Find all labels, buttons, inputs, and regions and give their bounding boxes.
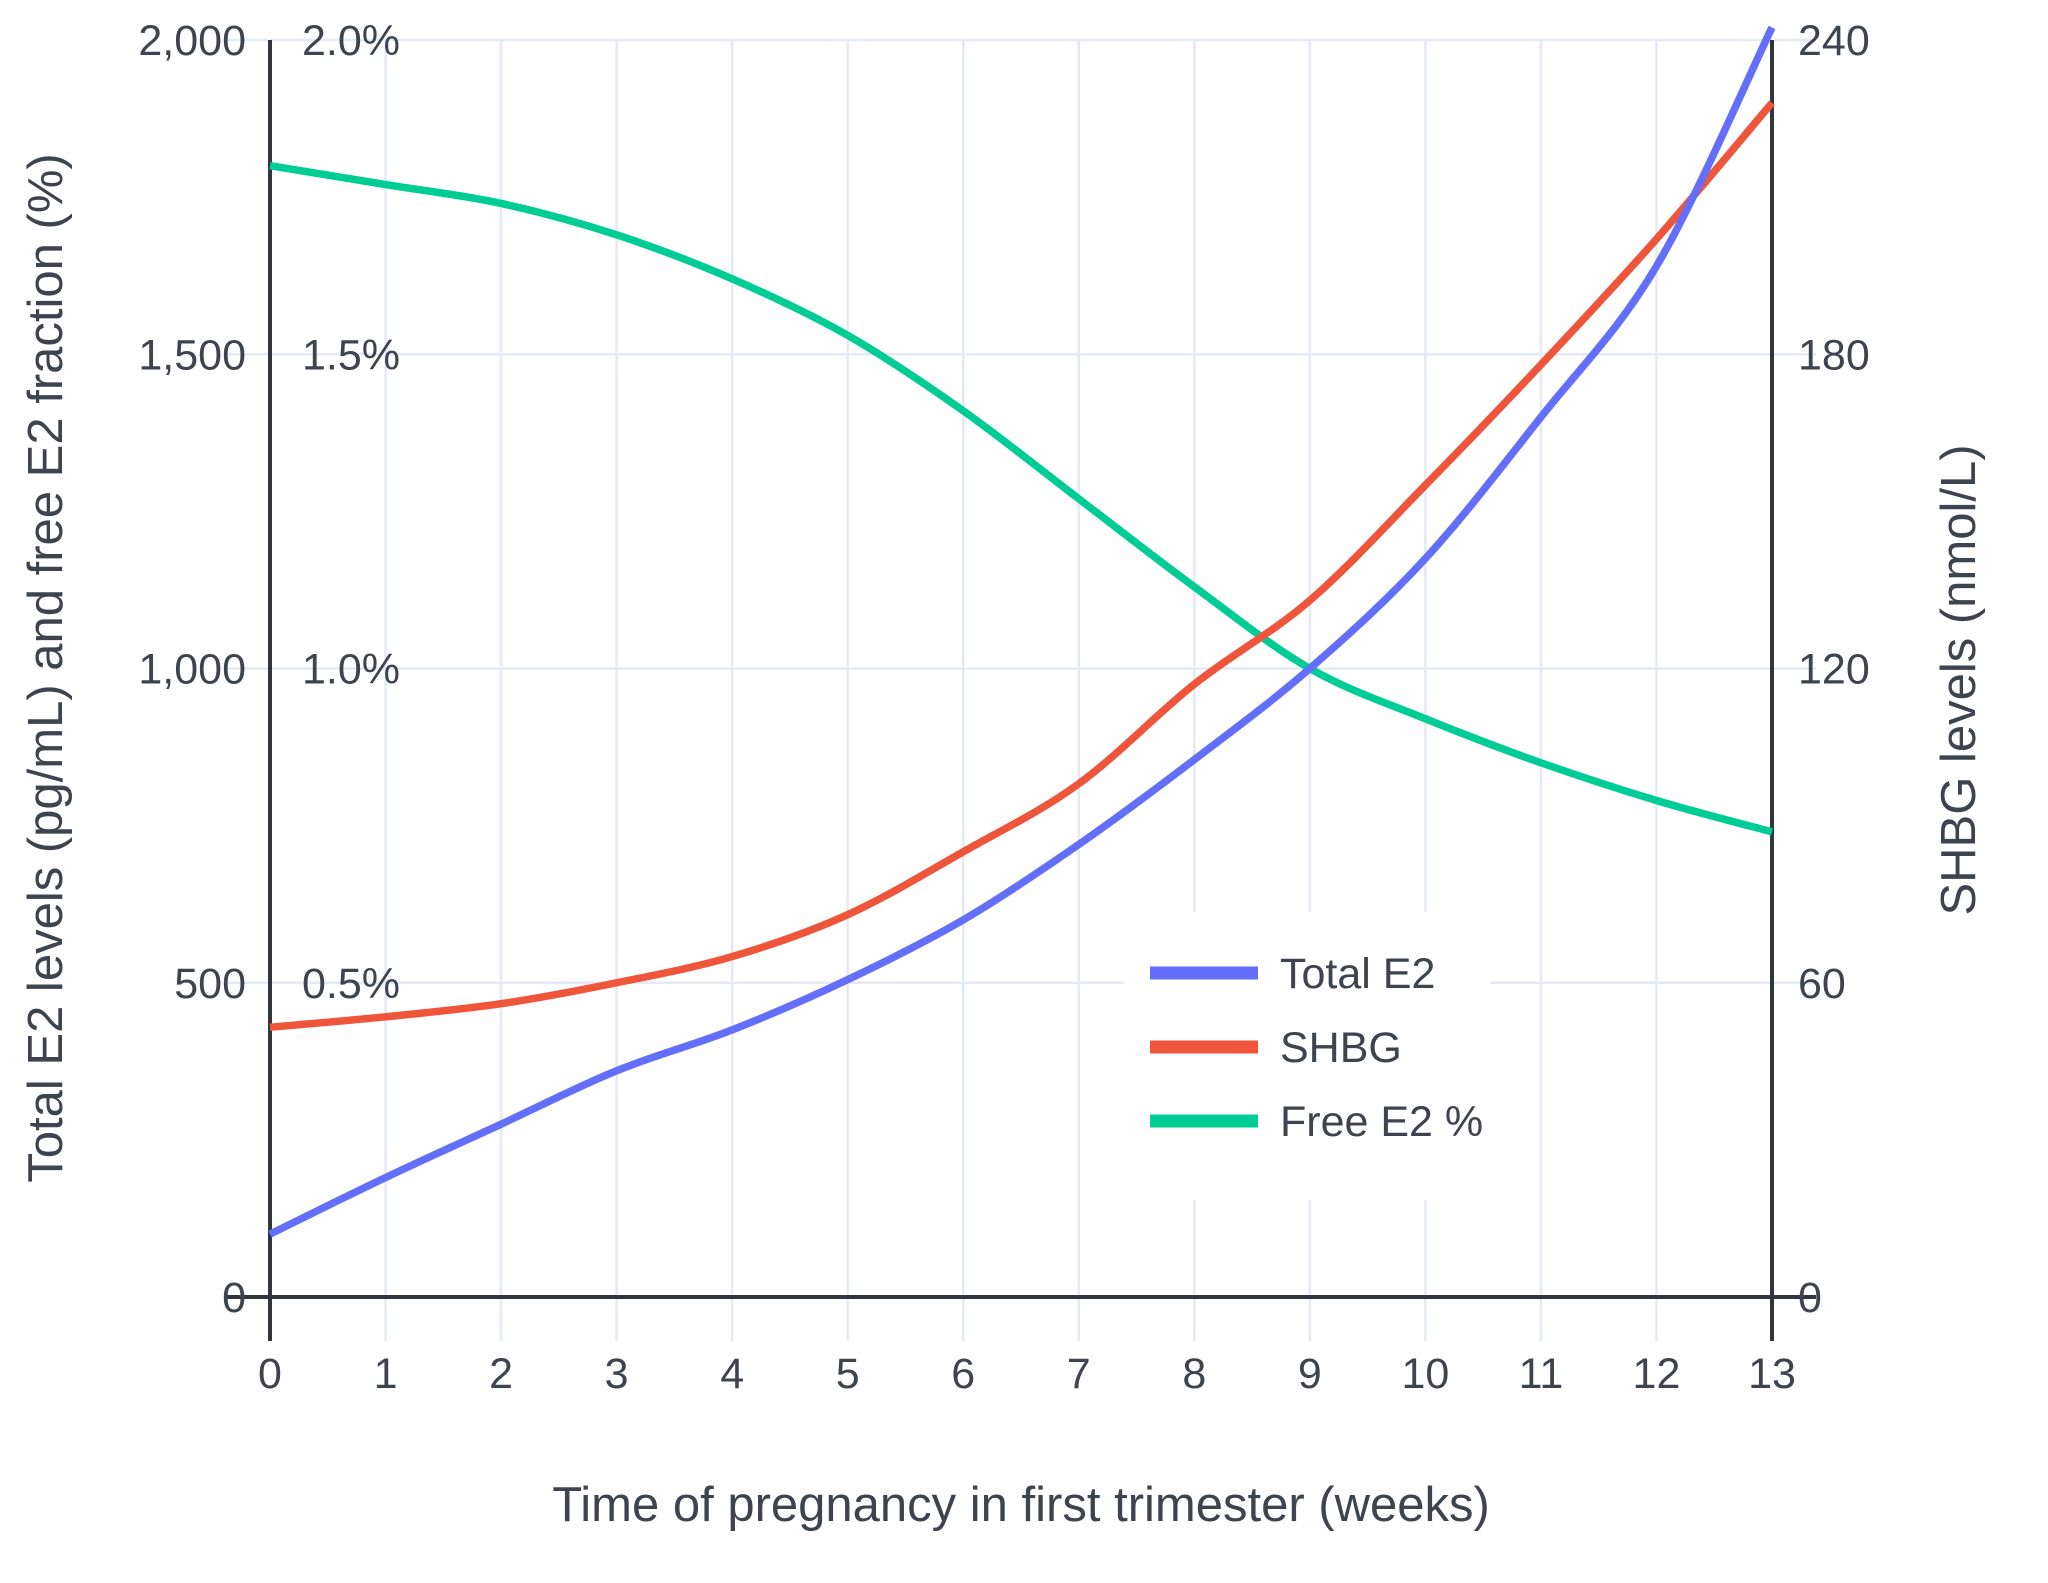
left-axis-tick-label: 500	[174, 960, 246, 1008]
x-axis-tick-label: 8	[1182, 1350, 1206, 1398]
right-axis-tick-label: 240	[1798, 17, 1870, 65]
legend-label: Free E2 %	[1280, 1098, 1483, 1146]
series-line-shbg	[269, 100, 1775, 1032]
x-axis-tick-label: 3	[605, 1350, 629, 1398]
percent-tick-label: 1.0%	[302, 646, 400, 694]
left-y-axis-title: Total E2 levels (pg/mL) and free E2 frac…	[19, 153, 73, 1182]
x-axis-tick-label: 9	[1298, 1350, 1322, 1398]
percent-tick-label: 1.5%	[302, 331, 400, 379]
x-axis-tick-label: 11	[1519, 1350, 1564, 1398]
left-axis-tick-label: 1,000	[138, 646, 246, 694]
x-axis-tick-label: 5	[836, 1350, 860, 1398]
x-axis-tick-label: 10	[1401, 1350, 1449, 1398]
legend-label: Total E2	[1280, 950, 1435, 998]
x-axis-tick-label: 1	[374, 1350, 398, 1398]
legend-background	[1124, 912, 1490, 1200]
left-axis-tick-label: 2,000	[138, 17, 246, 65]
series-layer	[268, 25, 1776, 1238]
percent-tick-label: 2.0%	[302, 17, 400, 65]
axes-layer	[226, 40, 1816, 1341]
x-axis-tick-label: 6	[951, 1350, 975, 1398]
percent-tick-label: 0.5%	[302, 960, 400, 1008]
x-axis-tick-label: 4	[720, 1350, 744, 1398]
left-axis-tick-label: 0	[222, 1274, 246, 1322]
legend-item[interactable]: Free E2 %	[1150, 1098, 1483, 1146]
x-axis-tick-label: 2	[489, 1350, 513, 1398]
x-axis-tick-label: 7	[1067, 1350, 1091, 1398]
x-axis-tick-label: 12	[1633, 1350, 1681, 1398]
x-axis-tick-label: 0	[258, 1350, 282, 1398]
x-axis-title: Time of pregnancy in first trimester (we…	[552, 1478, 1490, 1532]
series-line-total-e2	[268, 25, 1776, 1238]
tick-labels-layer: 05001,0001,5002,0000.5%1.0%1.5%2.0%06012…	[138, 17, 1869, 1398]
x-axis-tick-label: 13	[1748, 1350, 1796, 1398]
legend-item[interactable]: SHBG	[1150, 1024, 1402, 1072]
right-axis-tick-label: 60	[1798, 960, 1846, 1008]
right-axis-tick-label: 0	[1798, 1274, 1822, 1322]
legend-item[interactable]: Total E2	[1150, 950, 1435, 998]
legend-label: SHBG	[1280, 1024, 1402, 1072]
right-y-axis-title: SHBG levels (nmol/L)	[1932, 444, 1986, 915]
right-axis-tick-label: 120	[1798, 646, 1870, 694]
left-axis-tick-label: 1,500	[138, 331, 246, 379]
legend: Total E2 SHBG Free E2 %	[1124, 912, 1490, 1200]
right-axis-tick-label: 180	[1798, 331, 1870, 379]
series-line-free-e2-	[269, 161, 1773, 836]
gridlines-layer	[226, 38, 1816, 1341]
